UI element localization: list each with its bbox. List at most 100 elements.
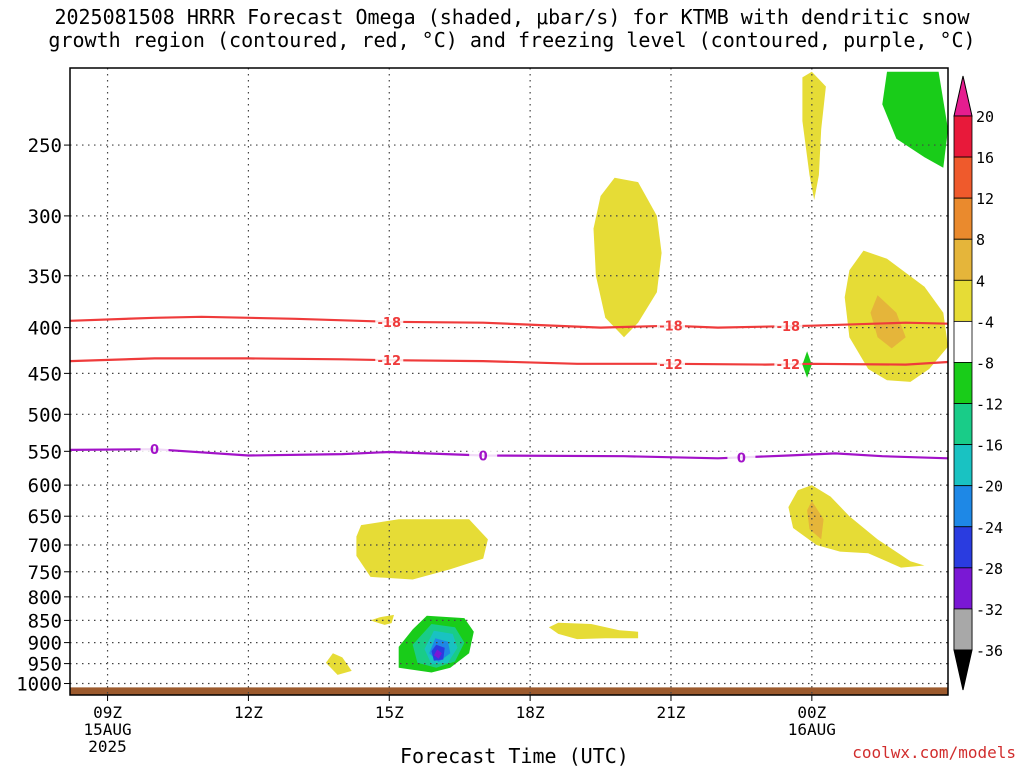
contour-label-background bbox=[375, 353, 404, 368]
title-line-1: 2025081508 HRRR Forecast Omega (shaded, … bbox=[54, 5, 970, 29]
omega-region bbox=[433, 649, 442, 659]
colorbar-label: -32 bbox=[976, 601, 1003, 619]
colorbar-label: -16 bbox=[976, 437, 1003, 455]
colorbar-top-arrow bbox=[953, 75, 973, 117]
contour-label: 0 bbox=[737, 451, 746, 466]
omega-region bbox=[802, 71, 826, 200]
title-line-2: growth region (contoured, red, °C) and f… bbox=[48, 28, 976, 52]
x-tick-label: 09Z bbox=[93, 703, 122, 722]
y-tick-label: 350 bbox=[28, 266, 62, 288]
colorbar-label: -24 bbox=[976, 519, 1003, 537]
y-tick-label: 900 bbox=[28, 633, 62, 655]
y-tick-label: 300 bbox=[28, 206, 62, 228]
x-tick-label: 21Z bbox=[657, 703, 686, 722]
contour-label-background bbox=[375, 314, 404, 329]
contour-label: 0 bbox=[150, 443, 159, 458]
omega-region bbox=[593, 177, 662, 338]
omega-region bbox=[548, 622, 639, 640]
colorbar-segment bbox=[953, 362, 973, 404]
dgz-contour bbox=[69, 315, 949, 329]
colorbar-segment bbox=[953, 567, 973, 610]
y-tick-label: 1000 bbox=[16, 674, 62, 696]
omega-region bbox=[774, 281, 831, 411]
y-tick-label: 850 bbox=[28, 610, 62, 632]
freezing-level-contour bbox=[69, 448, 949, 460]
colorbar-label: -20 bbox=[976, 478, 1003, 496]
colorbar-label: -36 bbox=[976, 642, 1003, 660]
x-axis-label: Forecast Time (UTC) bbox=[400, 744, 629, 768]
colorbar-label: 20 bbox=[976, 108, 994, 126]
y-tick-label: 700 bbox=[28, 535, 62, 557]
x-tick-label: 2025 bbox=[88, 737, 127, 756]
omega-region bbox=[511, 659, 540, 672]
omega-region bbox=[220, 602, 263, 626]
colorbar-label: -4 bbox=[976, 313, 994, 331]
colorbar-bottom-arrow bbox=[953, 649, 973, 691]
contour-label-background bbox=[727, 450, 756, 465]
dgz-contour bbox=[69, 357, 949, 366]
contour-lines: -18 -18 -18 -12 -12 -12 0 0 0 bbox=[69, 314, 949, 466]
omega-region bbox=[896, 435, 948, 489]
contour-label-background bbox=[774, 357, 803, 372]
omega-region bbox=[807, 501, 824, 540]
x-tick-label: 18Z bbox=[516, 703, 545, 722]
terrain-bar bbox=[70, 687, 948, 695]
colorbar-segment bbox=[953, 279, 973, 322]
plot-border bbox=[69, 67, 949, 696]
colorbar-label: 8 bbox=[976, 231, 985, 249]
colorbar-segment bbox=[953, 156, 973, 199]
omega-region bbox=[788, 485, 925, 568]
omega-shading bbox=[70, 71, 948, 695]
contour-label-background bbox=[656, 356, 685, 371]
grid-lines bbox=[70, 68, 948, 695]
contour-label: -12 bbox=[378, 354, 402, 369]
watermark-text: coolwx.com/models bbox=[852, 743, 1016, 762]
y-tick-label: 950 bbox=[28, 654, 62, 676]
omega-region bbox=[882, 71, 948, 168]
contour-label: -12 bbox=[659, 358, 683, 373]
colorbar-segment bbox=[953, 115, 973, 158]
omega-region bbox=[325, 653, 352, 675]
colorbar-label: 4 bbox=[976, 272, 985, 290]
contour-label: -18 bbox=[777, 320, 801, 335]
omega-region bbox=[741, 582, 873, 637]
omega-region bbox=[295, 659, 305, 665]
y-tick-label: 550 bbox=[28, 441, 62, 463]
y-tick-label: 750 bbox=[28, 562, 62, 584]
x-tick-label: 12Z bbox=[234, 703, 263, 722]
colorbar-label: -28 bbox=[976, 560, 1003, 578]
colorbar-segment bbox=[953, 403, 973, 446]
colorbar-label: -8 bbox=[976, 354, 994, 372]
colorbar-segment bbox=[953, 444, 973, 487]
y-tick-label: 250 bbox=[28, 135, 62, 157]
colorbar-segment bbox=[953, 608, 973, 651]
plot-frame bbox=[69, 67, 949, 696]
y-tick-label: 650 bbox=[28, 506, 62, 528]
y-tick-label: 400 bbox=[28, 318, 62, 340]
x-tick-label: 00Z bbox=[797, 703, 826, 722]
omega-region bbox=[375, 394, 409, 452]
x-tick-label: 15Z bbox=[375, 703, 404, 722]
contour-label: 0 bbox=[479, 450, 488, 465]
x-tick-label: 15AUG bbox=[83, 720, 131, 739]
colorbar-segment bbox=[953, 238, 973, 281]
colorbar-label: -12 bbox=[976, 396, 1003, 414]
contour-label-background bbox=[140, 442, 169, 457]
omega-region bbox=[870, 295, 906, 349]
colorbar-segment bbox=[953, 526, 973, 569]
colorbar: 20 16 12 8 4 -4 -8 -12 -16 -20 -24 -28 -32 -36 bbox=[953, 75, 1003, 691]
y-tick-label: 500 bbox=[28, 404, 62, 426]
colorbar-segment bbox=[953, 320, 973, 363]
colorbar-label: 16 bbox=[976, 149, 994, 167]
contour-label-background bbox=[469, 448, 498, 463]
colorbar-segment bbox=[953, 485, 973, 528]
contour-label: -18 bbox=[659, 320, 683, 335]
y-axis-ticks: 2503003504004505005506006507007508008509… bbox=[16, 135, 70, 696]
y-tick-label: 450 bbox=[28, 363, 62, 385]
contour-label: -12 bbox=[777, 358, 801, 373]
contour-label-background bbox=[656, 318, 685, 333]
colorbar-segment bbox=[953, 197, 973, 240]
colorbar-label: 12 bbox=[976, 190, 994, 208]
